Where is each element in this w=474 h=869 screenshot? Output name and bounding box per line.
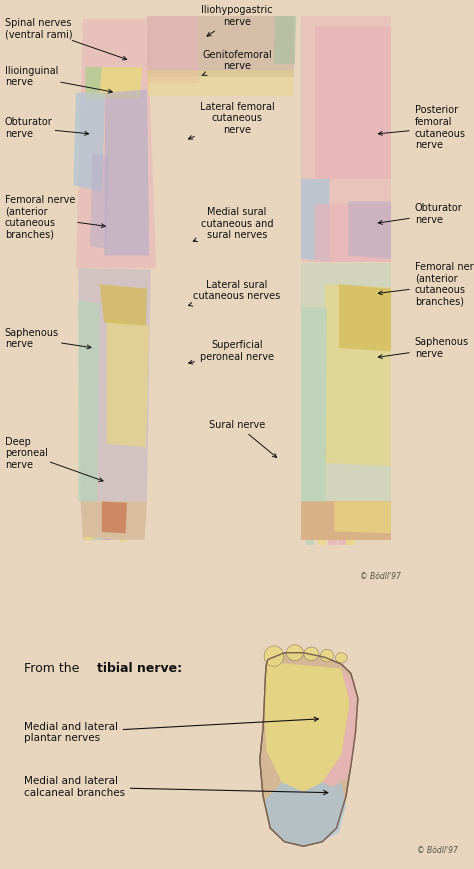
Polygon shape [334,501,391,534]
Polygon shape [73,93,105,192]
Text: Femoral nerve
(anterior
cutaneous
branches): Femoral nerve (anterior cutaneous branch… [5,195,105,240]
Text: Femoral nerve
(anterior
cutaneous
branches): Femoral nerve (anterior cutaneous branch… [378,262,474,307]
Polygon shape [264,662,350,792]
Text: Posterior
femoral
cutaneous
nerve: Posterior femoral cutaneous nerve [378,105,466,150]
Text: © Bödll'97: © Bödll'97 [417,846,458,855]
Polygon shape [264,782,346,846]
Text: Superficial
peroneal nerve: Superficial peroneal nerve [189,341,274,364]
Polygon shape [78,300,100,501]
Text: Sural nerve: Sural nerve [209,420,277,457]
Polygon shape [85,67,142,99]
Polygon shape [328,540,337,545]
Polygon shape [78,269,151,501]
Text: From the: From the [24,662,83,675]
Polygon shape [336,653,347,663]
Polygon shape [301,16,391,262]
Polygon shape [274,16,296,64]
Polygon shape [304,647,319,660]
Text: Saphenous
nerve: Saphenous nerve [5,328,91,349]
Text: Medial and lateral
plantar nerves: Medial and lateral plantar nerves [24,717,319,743]
Polygon shape [147,16,199,83]
Polygon shape [325,284,391,467]
Polygon shape [315,204,391,262]
Text: Saphenous
nerve: Saphenous nerve [378,337,469,359]
Text: tibial nerve:: tibial nerve: [97,662,182,675]
Text: Obturator
nerve: Obturator nerve [378,203,463,225]
Polygon shape [84,536,93,540]
Polygon shape [120,540,126,541]
Text: Genitofemoral
nerve: Genitofemoral nerve [202,50,272,76]
Text: Deep
peroneal
nerve: Deep peroneal nerve [5,437,103,481]
Polygon shape [147,16,294,76]
Polygon shape [306,540,314,545]
Polygon shape [339,284,391,351]
Polygon shape [147,70,294,96]
Text: Ilioinguinal
nerve: Ilioinguinal nerve [5,66,112,93]
Text: Lateral femoral
cutaneous
nerve: Lateral femoral cutaneous nerve [188,102,274,139]
Polygon shape [348,202,391,259]
Polygon shape [264,646,284,667]
Polygon shape [301,307,327,501]
Polygon shape [301,501,391,540]
Polygon shape [94,538,102,540]
Polygon shape [90,153,109,249]
Polygon shape [322,668,358,787]
Polygon shape [104,90,149,255]
Polygon shape [81,501,147,540]
Text: Medial and lateral
calcaneal branches: Medial and lateral calcaneal branches [24,776,328,798]
Polygon shape [260,653,358,846]
Polygon shape [346,540,355,545]
Polygon shape [85,67,102,93]
Text: Lateral sural
cutaneous nerves: Lateral sural cutaneous nerves [189,280,281,306]
Text: Spinal nerves
(ventral rami): Spinal nerves (ventral rami) [5,18,127,60]
Polygon shape [320,649,334,662]
Polygon shape [318,540,326,545]
Polygon shape [102,501,127,534]
Polygon shape [100,284,147,326]
Polygon shape [301,179,329,262]
Text: Medial sural
cutaneous and
sural nerves: Medial sural cutaneous and sural nerves [193,207,273,242]
Text: © Bödll'97: © Bödll'97 [360,572,401,581]
Polygon shape [76,19,156,269]
Text: Iliohypogastric
nerve: Iliohypogastric nerve [201,5,273,36]
Polygon shape [338,540,346,545]
Polygon shape [286,645,303,660]
Polygon shape [315,25,391,179]
Text: Obturator
nerve: Obturator nerve [5,117,89,138]
Polygon shape [107,320,149,447]
Polygon shape [301,263,391,501]
